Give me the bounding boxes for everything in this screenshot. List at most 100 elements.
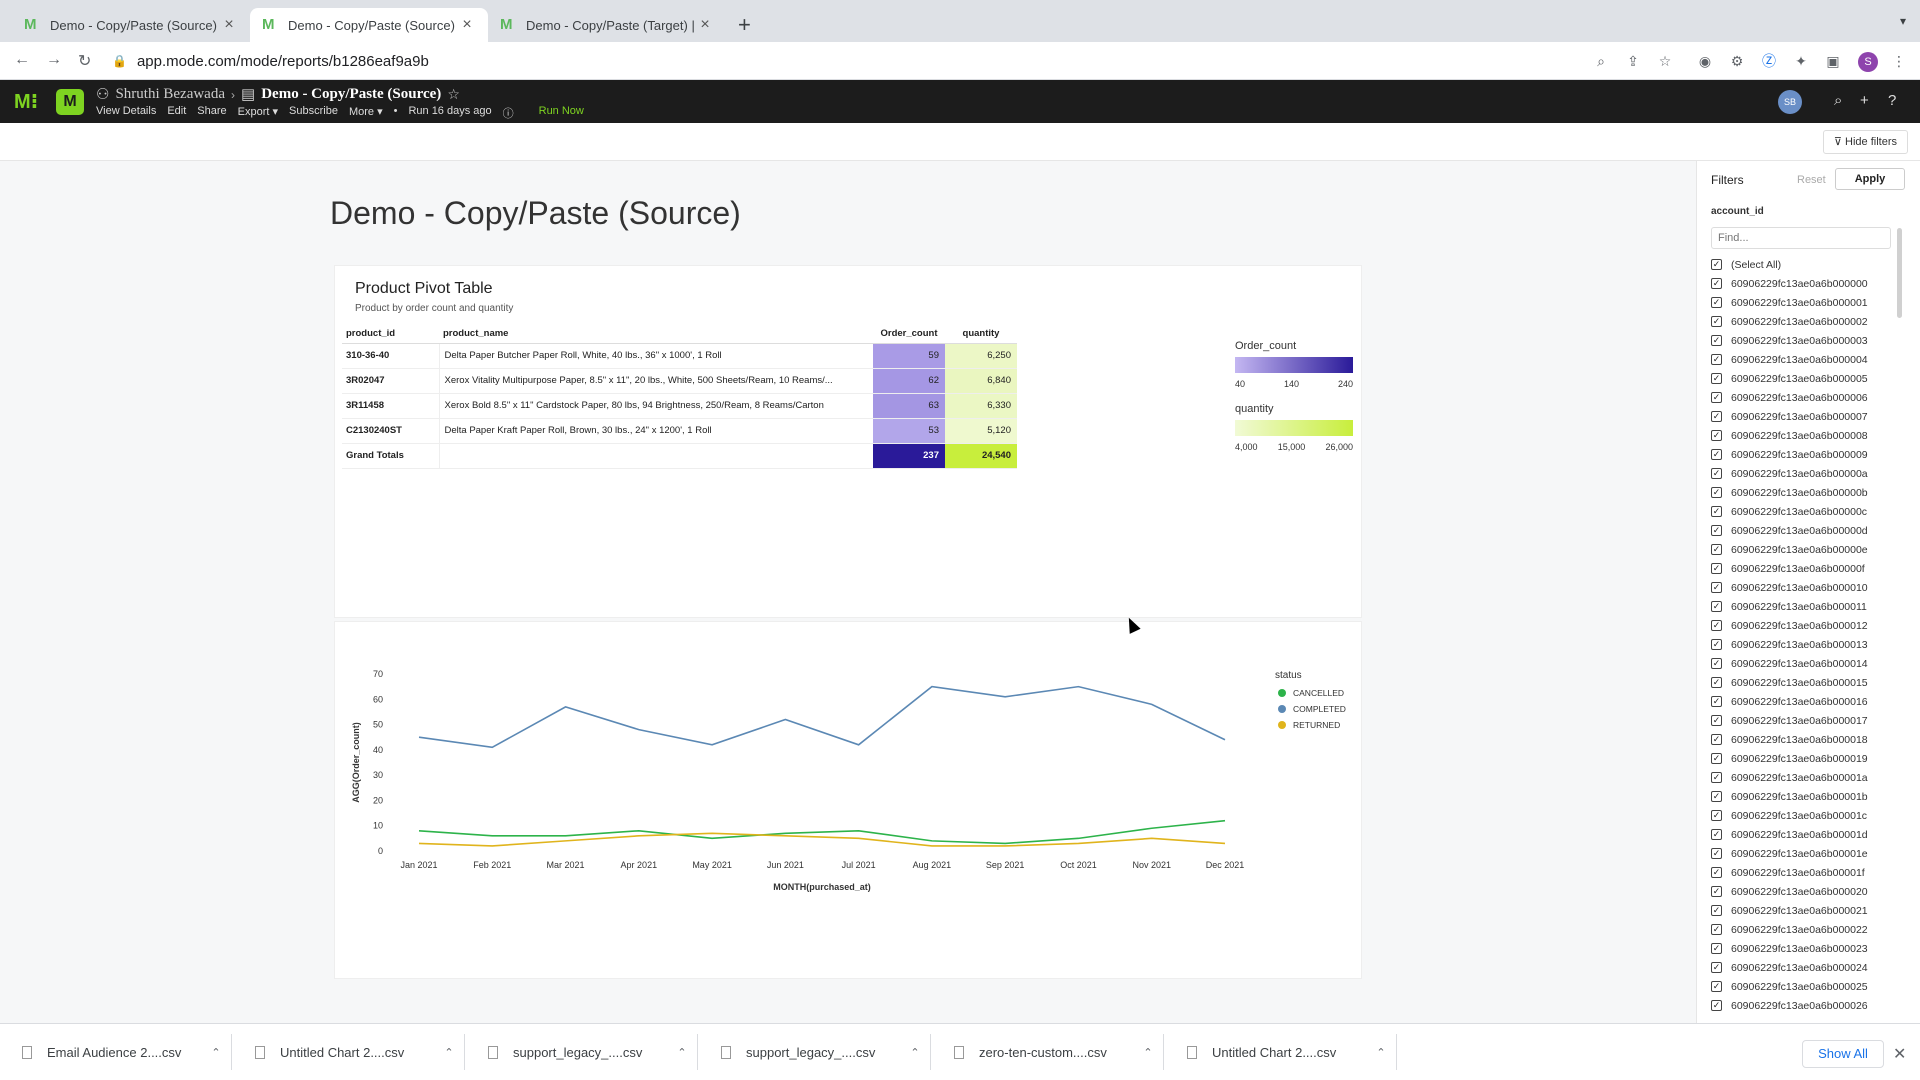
- browser-tab[interactable]: M Demo - Copy/Paste (Source) | M ×: [12, 8, 250, 42]
- column-header[interactable]: product_name: [439, 324, 873, 344]
- extension-icon[interactable]: ◉: [1698, 53, 1712, 69]
- filter-option[interactable]: ✓ 60906229fc13ae0a6b000007: [1711, 407, 1896, 426]
- filter-option[interactable]: ✓ 60906229fc13ae0a6b000004: [1711, 350, 1896, 369]
- checkbox-checked-icon[interactable]: ✓: [1711, 544, 1722, 555]
- more-menu[interactable]: More ▾: [348, 106, 383, 118]
- chevron-down-icon[interactable]: ▾: [1899, 14, 1906, 28]
- filter-option[interactable]: ✓ 60906229fc13ae0a6b000012: [1711, 616, 1896, 635]
- filter-option[interactable]: ✓ 60906229fc13ae0a6b000010: [1711, 578, 1896, 597]
- filter-option[interactable]: ✓ 60906229fc13ae0a6b000024: [1711, 958, 1896, 977]
- filter-option[interactable]: ✓ 60906229fc13ae0a6b00000f: [1711, 559, 1896, 578]
- address-bar[interactable]: 🔒 app.mode.com/mode/reports/b1286eaf9a9b: [112, 47, 1592, 75]
- user-avatar[interactable]: SB: [1778, 90, 1802, 114]
- filter-option[interactable]: ✓ 60906229fc13ae0a6b000013: [1711, 635, 1896, 654]
- filter-option[interactable]: ✓ 60906229fc13ae0a6b000009: [1711, 445, 1896, 464]
- download-item[interactable]: Untitled Chart 2....csv ⌃: [1165, 1034, 1397, 1070]
- back-icon[interactable]: ←: [14, 51, 30, 68]
- gear-icon[interactable]: ⚙: [1730, 53, 1744, 69]
- filter-option[interactable]: ✓ 60906229fc13ae0a6b00001f: [1711, 863, 1896, 882]
- help-icon[interactable]: ?: [1888, 92, 1897, 109]
- edit-link[interactable]: Edit: [167, 105, 187, 117]
- share-link[interactable]: Share: [197, 105, 227, 117]
- checkbox-checked-icon[interactable]: ✓: [1711, 373, 1722, 384]
- filter-option[interactable]: ✓ 60906229fc13ae0a6b00000e: [1711, 540, 1896, 559]
- show-all-button[interactable]: Show All: [1802, 1040, 1884, 1068]
- filter-scrollbar[interactable]: [1897, 228, 1902, 318]
- checkbox-checked-icon[interactable]: ✓: [1711, 392, 1722, 403]
- checkbox-checked-icon[interactable]: ✓: [1711, 297, 1722, 308]
- download-item[interactable]: support_legacy_....csv ⌃: [699, 1034, 931, 1070]
- checkbox-checked-icon[interactable]: ✓: [1711, 354, 1722, 365]
- close-icon[interactable]: ×: [462, 16, 472, 33]
- filter-option[interactable]: ✓ 60906229fc13ae0a6b00001a: [1711, 768, 1896, 787]
- filter-option[interactable]: ✓ 60906229fc13ae0a6b00000c: [1711, 502, 1896, 521]
- chevron-up-icon[interactable]: ⌃: [211, 1046, 221, 1059]
- new-tab-icon[interactable]: +: [738, 12, 751, 37]
- table-row[interactable]: 3R02047 Xerox Vitality Multipurpose Paper…: [342, 368, 1017, 394]
- export-menu[interactable]: Export ▾: [237, 106, 279, 118]
- filter-option[interactable]: ✓ 60906229fc13ae0a6b000020: [1711, 882, 1896, 901]
- checkbox-checked-icon[interactable]: ✓: [1711, 772, 1722, 783]
- mode-logo-icon[interactable]: M⁝: [14, 91, 39, 113]
- filter-option[interactable]: ✓ 60906229fc13ae0a6b000015: [1711, 673, 1896, 692]
- sidepanel-icon[interactable]: ▣: [1826, 53, 1840, 69]
- checkbox-checked-icon[interactable]: ✓: [1711, 886, 1722, 897]
- checkbox-checked-icon[interactable]: ✓: [1711, 677, 1722, 688]
- filter-option[interactable]: ✓ 60906229fc13ae0a6b000001: [1711, 293, 1896, 312]
- apply-button[interactable]: Apply: [1835, 168, 1905, 190]
- chevron-up-icon[interactable]: ⌃: [444, 1046, 454, 1059]
- checkbox-checked-icon[interactable]: ✓: [1711, 943, 1722, 954]
- checkbox-checked-icon[interactable]: ✓: [1711, 848, 1722, 859]
- table-row[interactable]: 3R11458 Xerox Bold 8.5" x 11" Cardstock P…: [342, 393, 1017, 419]
- plus-icon[interactable]: +: [1860, 92, 1869, 109]
- filter-option[interactable]: ✓ 60906229fc13ae0a6b00000d: [1711, 521, 1896, 540]
- reset-button[interactable]: Reset: [1797, 174, 1826, 186]
- filter-option[interactable]: ✓ (Select All): [1711, 255, 1896, 274]
- checkbox-checked-icon[interactable]: ✓: [1711, 1000, 1722, 1011]
- filter-option[interactable]: ✓ 60906229fc13ae0a6b00000a: [1711, 464, 1896, 483]
- checkbox-checked-icon[interactable]: ✓: [1711, 905, 1722, 916]
- checkbox-checked-icon[interactable]: ✓: [1711, 563, 1722, 574]
- chevron-up-icon[interactable]: ⌃: [910, 1046, 920, 1059]
- filter-search-input[interactable]: [1711, 227, 1891, 249]
- table-row[interactable]: C2130240ST Delta Paper Kraft Paper Roll, …: [342, 418, 1017, 444]
- filter-option[interactable]: ✓ 60906229fc13ae0a6b000000: [1711, 274, 1896, 293]
- reload-icon[interactable]: ↻: [78, 53, 92, 70]
- checkbox-checked-icon[interactable]: ✓: [1711, 411, 1722, 422]
- forward-icon[interactable]: →: [46, 51, 62, 68]
- extension-z-icon[interactable]: Ⓩ: [1762, 53, 1776, 69]
- checkbox-checked-icon[interactable]: ✓: [1711, 487, 1722, 498]
- filter-option[interactable]: ✓ 60906229fc13ae0a6b000017: [1711, 711, 1896, 730]
- checkbox-checked-icon[interactable]: ✓: [1711, 734, 1722, 745]
- filter-option[interactable]: ✓ 60906229fc13ae0a6b000014: [1711, 654, 1896, 673]
- checkbox-checked-icon[interactable]: ✓: [1711, 810, 1722, 821]
- zoom-icon[interactable]: ⌕: [1597, 53, 1605, 69]
- checkbox-checked-icon[interactable]: ✓: [1711, 449, 1722, 460]
- download-item[interactable]: zero-ten-custom....csv ⌃: [932, 1034, 1164, 1070]
- filter-option[interactable]: ✓ 60906229fc13ae0a6b000003: [1711, 331, 1896, 350]
- chevron-up-icon[interactable]: ⌃: [1143, 1046, 1153, 1059]
- checkbox-checked-icon[interactable]: ✓: [1711, 468, 1722, 479]
- checkbox-checked-icon[interactable]: ✓: [1711, 829, 1722, 840]
- puzzle-icon[interactable]: ✦: [1795, 53, 1807, 69]
- filter-option[interactable]: ✓ 60906229fc13ae0a6b000023: [1711, 939, 1896, 958]
- download-item[interactable]: Untitled Chart 2....csv ⌃: [233, 1034, 465, 1070]
- column-header[interactable]: product_id: [342, 324, 439, 344]
- checkbox-checked-icon[interactable]: ✓: [1711, 525, 1722, 536]
- checkbox-checked-icon[interactable]: ✓: [1711, 430, 1722, 441]
- checkbox-checked-icon[interactable]: ✓: [1711, 620, 1722, 631]
- filter-option[interactable]: ✓ 60906229fc13ae0a6b000025: [1711, 977, 1896, 996]
- filter-option[interactable]: ✓ 60906229fc13ae0a6b000018: [1711, 730, 1896, 749]
- hide-filters-button[interactable]: ⊽ Hide filters: [1822, 130, 1908, 154]
- search-icon[interactable]: ⌕: [1834, 92, 1843, 109]
- filter-option[interactable]: ✓ 60906229fc13ae0a6b000019: [1711, 749, 1896, 768]
- checkbox-checked-icon[interactable]: ✓: [1711, 582, 1722, 593]
- filter-option[interactable]: ✓ 60906229fc13ae0a6b00000b: [1711, 483, 1896, 502]
- checkbox-checked-icon[interactable]: ✓: [1711, 639, 1722, 650]
- checkbox-checked-icon[interactable]: ✓: [1711, 316, 1722, 327]
- checkbox-checked-icon[interactable]: ✓: [1711, 658, 1722, 669]
- profile-avatar[interactable]: S: [1858, 52, 1878, 72]
- checkbox-checked-icon[interactable]: ✓: [1711, 335, 1722, 346]
- filter-option[interactable]: ✓ 60906229fc13ae0a6b000002: [1711, 312, 1896, 331]
- checkbox-checked-icon[interactable]: ✓: [1711, 981, 1722, 992]
